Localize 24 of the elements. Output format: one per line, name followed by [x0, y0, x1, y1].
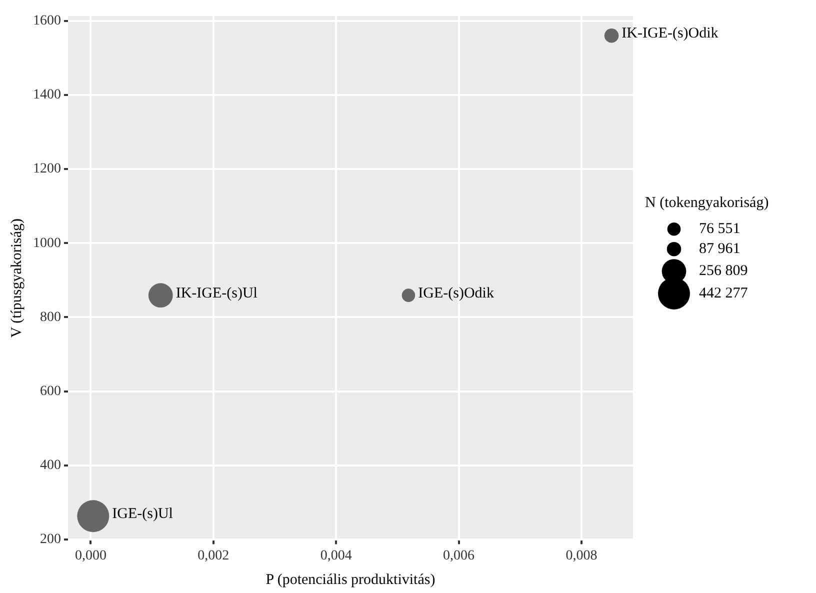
- y-axis-title: V (típusgyakoriság): [8, 218, 25, 338]
- legend-label: 76 551: [699, 221, 740, 238]
- legend-title: N (tokengyakoriság): [645, 195, 769, 212]
- legend-label: 256 809: [699, 263, 748, 280]
- x-tick-label: 0,006: [443, 548, 475, 564]
- y-tick-label: 400: [40, 458, 61, 474]
- series-label: IGE-(s)Ul: [112, 506, 173, 522]
- series-label: IK-IGE-(s)Odik: [622, 26, 719, 42]
- x-tick-label: 0,002: [198, 548, 230, 564]
- x-tick-label: 0,004: [320, 548, 352, 564]
- series-label: IGE-(s)Odik: [418, 285, 494, 302]
- y-tick-label: 1000: [33, 236, 61, 251]
- y-tick-label: 1600: [33, 13, 61, 28]
- x-tick-label: 0,000: [74, 548, 106, 564]
- x-axis-title: P (potenciális produktivitás): [266, 572, 436, 588]
- y-tick-label: 1400: [33, 88, 61, 103]
- y-tick-label: 1200: [33, 162, 61, 177]
- x-tick-label: 0,008: [566, 548, 598, 564]
- legend-label: 442 277: [699, 285, 748, 302]
- y-tick-label: 800: [40, 310, 61, 325]
- y-tick-label: 600: [40, 384, 61, 399]
- y-tick-label: 200: [40, 532, 61, 548]
- legend-label: 87 961: [699, 241, 740, 258]
- series-label: IK-IGE-(s)Ul: [176, 285, 258, 302]
